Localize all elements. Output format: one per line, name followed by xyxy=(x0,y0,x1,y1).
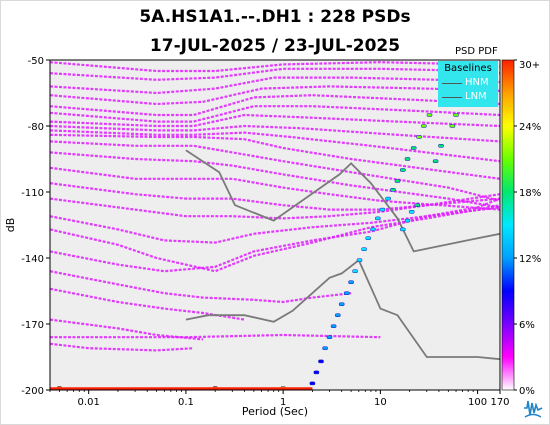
colorbar-title: PSD PDF xyxy=(455,46,498,57)
hotspot-cell xyxy=(338,302,345,306)
psd-band xyxy=(50,166,500,211)
hotspot-cell xyxy=(385,196,391,201)
x-tick-label: 1 xyxy=(280,397,286,408)
hotspot-cell xyxy=(309,381,316,386)
psd-band xyxy=(50,342,194,352)
baseline-lnm-line xyxy=(185,258,500,361)
x-tick-label: 170 xyxy=(490,397,509,408)
hotspot-cell xyxy=(410,146,417,150)
hotspot-cell xyxy=(348,280,354,284)
hotspot-cell xyxy=(352,269,358,273)
psd-band xyxy=(50,124,500,143)
hotspot-cell xyxy=(375,216,381,221)
y-tick-label: -170 xyxy=(21,320,44,331)
hotspot-cell xyxy=(370,227,376,232)
y-tick-label: -80 xyxy=(28,122,44,133)
hotspot-cell xyxy=(343,291,350,295)
hotspot-cell xyxy=(453,113,459,117)
psd-band xyxy=(50,129,500,163)
hotspot-cell xyxy=(322,346,328,350)
hotspot-cell xyxy=(400,227,406,232)
legend-label-lnm: LNM xyxy=(465,91,487,102)
hotspot-cell xyxy=(449,124,456,128)
plot-area xyxy=(50,60,500,390)
hotspot-cell xyxy=(426,113,433,117)
y-axis: -50 -80 -110 -140 -170 -200 xyxy=(21,56,50,397)
hotspot-cell xyxy=(394,179,401,183)
legend: Baselines HNM LNM xyxy=(438,61,498,107)
legend-swatch-hnm xyxy=(442,83,462,84)
hotspot-cell xyxy=(414,203,421,207)
iris-logo-icon xyxy=(522,396,544,420)
psd-band xyxy=(50,133,500,180)
plot-border xyxy=(49,59,501,391)
hotspot-cell xyxy=(330,324,337,328)
hotspot-cell xyxy=(318,359,324,364)
x-tick-label: 100 xyxy=(468,397,487,408)
colorbar-tick-label: 6% xyxy=(519,320,535,331)
hotspot-cell xyxy=(421,124,427,128)
legend-title: Baselines xyxy=(444,63,492,74)
x-axis: 0.01 0.1 1 10 100 170 xyxy=(49,390,510,408)
colorbar-tick-label: 30+ xyxy=(519,60,540,71)
psd-band xyxy=(50,140,500,202)
psd-band xyxy=(50,318,204,341)
hotspot-cell xyxy=(335,313,341,317)
x-tick-label: 10 xyxy=(374,397,387,408)
colorbar xyxy=(501,59,515,391)
psd-band xyxy=(50,193,500,220)
psd-band xyxy=(50,113,500,128)
hotspot-cell xyxy=(404,157,411,161)
legend-label-hnm: HNM xyxy=(465,77,489,88)
y-tick-label: -110 xyxy=(21,188,44,199)
psd-band xyxy=(50,197,500,244)
colorbar-tick-label: 18% xyxy=(519,188,541,199)
psd-band xyxy=(50,151,500,209)
hotspot-cell xyxy=(361,247,367,251)
colorbar-tick-label: 0% xyxy=(519,386,535,397)
psd-band xyxy=(50,105,500,123)
hotspot-cell xyxy=(438,144,444,148)
hotspot-cell xyxy=(400,168,406,172)
chart-subtitle: 17-JUL-2025 / 23-JUL-2025 xyxy=(149,36,401,56)
hotspot-cell xyxy=(390,188,396,192)
y-axis-title: dB xyxy=(4,218,17,233)
hotspot-cell xyxy=(416,135,422,139)
chart-title: 5A.HS1A1.--.DH1 : 228 PSDs xyxy=(139,7,411,27)
hotspot-cell xyxy=(408,210,415,214)
colorbar-tick-label: 24% xyxy=(519,122,541,133)
colorbar-tick-label: 12% xyxy=(519,254,541,265)
colorbar-ticks: 0% 6% 12% 18% 24% 30+ xyxy=(514,59,541,397)
hotspot-cell xyxy=(379,207,386,212)
x-tick-label: 0.01 xyxy=(78,397,100,408)
hotspot-cell xyxy=(313,370,320,375)
baseline-curves xyxy=(185,149,500,361)
hotspot-cell xyxy=(365,236,371,240)
y-tick-label: -140 xyxy=(21,254,44,265)
y-tick-label: -200 xyxy=(21,386,44,397)
hotspot-cell xyxy=(432,159,439,163)
legend-swatch-lnm xyxy=(442,97,462,98)
baseline-hnm-line xyxy=(185,149,500,253)
psd-band xyxy=(50,182,500,211)
psd-band xyxy=(50,85,500,106)
psd-band xyxy=(50,270,352,304)
psd-hotspots xyxy=(50,113,459,390)
psd-band xyxy=(50,76,500,95)
psd-density-bands xyxy=(50,61,500,352)
x-tick-label: 0.1 xyxy=(178,397,194,408)
hotspot-cell xyxy=(356,258,363,262)
psd-band xyxy=(50,94,500,117)
hotspot-cell xyxy=(326,335,333,339)
x-axis-title: Period (Sec) xyxy=(242,405,308,418)
y-tick-label: -50 xyxy=(28,56,44,67)
hotspot-cell xyxy=(404,218,411,223)
